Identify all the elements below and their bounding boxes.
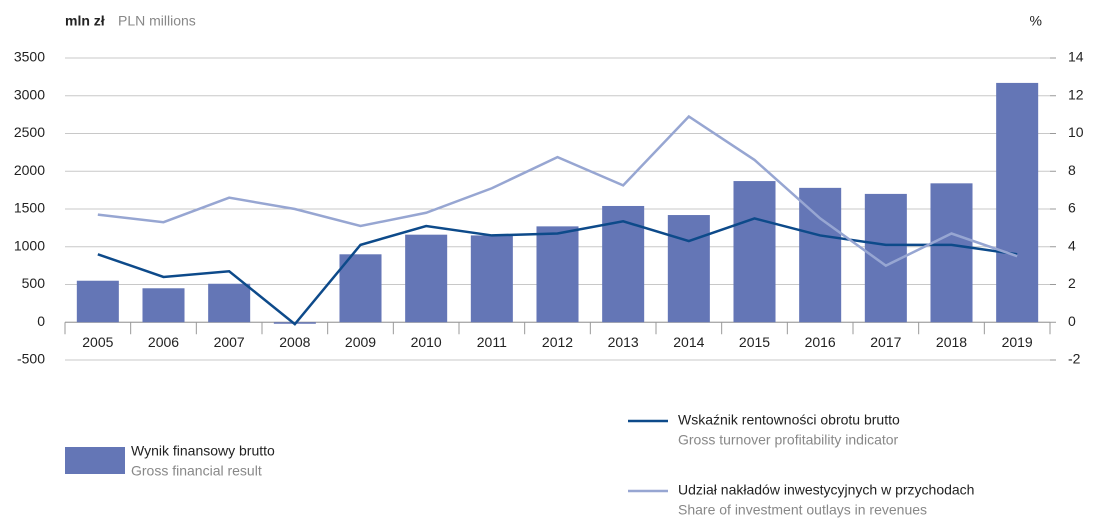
y2-tick-label: 0 xyxy=(1068,313,1076,329)
y-tick-label: 500 xyxy=(22,275,46,291)
legend-sublabel: Share of investment outlays in revenues xyxy=(678,502,927,518)
bar xyxy=(996,82,1039,323)
x-tick-label: 2016 xyxy=(805,334,836,350)
x-tick-label: 2009 xyxy=(345,334,376,350)
y2-axis-label: % xyxy=(1030,13,1042,29)
line xyxy=(97,114,1018,268)
y-tick-label: 1000 xyxy=(14,237,45,253)
x-tick-label: 2012 xyxy=(542,334,573,350)
y2-tick-label: 8 xyxy=(1068,162,1076,178)
x-tick-label: 2006 xyxy=(148,334,179,350)
y-tick-label: -500 xyxy=(17,351,45,367)
x-tick-label: 2007 xyxy=(214,334,245,350)
x-tick-label: 2010 xyxy=(411,334,442,350)
y-tick-label: 2000 xyxy=(14,162,45,178)
x-tick-label: 2013 xyxy=(608,334,639,350)
x-tick-label: 2008 xyxy=(279,334,310,350)
legend-label: Wynik finansowy brutto xyxy=(131,443,275,459)
y-tick-label: 2500 xyxy=(14,124,45,140)
y2-tick-label: 6 xyxy=(1068,200,1076,216)
x-tick-label: 2018 xyxy=(936,334,967,350)
legend-swatch xyxy=(65,447,125,474)
bar xyxy=(930,183,973,323)
y-axis-label: mln zł xyxy=(65,13,105,29)
y-tick-label: 1500 xyxy=(14,200,45,216)
legend-label: Udział nakładów inwestycyjnych w przycho… xyxy=(678,482,974,498)
bar xyxy=(142,288,185,323)
y2-tick-label: 2 xyxy=(1068,275,1076,291)
line xyxy=(97,217,1018,326)
legend-sublabel: Gross financial result xyxy=(131,463,262,479)
y-tick-label: 3500 xyxy=(14,49,45,65)
y-axis-label-en: PLN millions xyxy=(118,13,196,29)
bar xyxy=(76,280,119,323)
y2-tick-label: 4 xyxy=(1068,237,1076,253)
bar xyxy=(405,234,448,323)
y2-tick-label: -2 xyxy=(1068,351,1081,367)
bar xyxy=(470,235,513,323)
bar xyxy=(733,181,776,323)
bar xyxy=(667,215,710,323)
bar xyxy=(339,254,382,323)
x-tick-label: 2011 xyxy=(477,334,507,350)
x-tick-label: 2017 xyxy=(870,334,901,350)
y2-tick-label: 12 xyxy=(1068,86,1084,102)
bar xyxy=(208,283,251,323)
x-tick-label: 2005 xyxy=(82,334,113,350)
legend-sublabel: Gross turnover profitability indicator xyxy=(678,432,899,448)
y-tick-label: 3000 xyxy=(14,86,45,102)
bar xyxy=(799,187,842,323)
x-tick-label: 2014 xyxy=(673,334,704,350)
y2-tick-label: 10 xyxy=(1068,124,1084,140)
x-tick-label: 2019 xyxy=(1002,334,1033,350)
x-tick-label: 2015 xyxy=(739,334,770,350)
y-tick-label: 0 xyxy=(37,313,45,329)
y2-tick-label: 14 xyxy=(1068,49,1084,65)
bar xyxy=(536,226,579,323)
legend-label: Wskaźnik rentowności obrotu brutto xyxy=(678,412,900,428)
